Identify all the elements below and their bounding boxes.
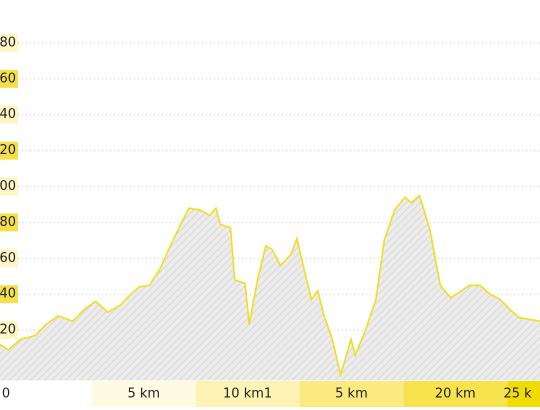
x-strip — [0, 381, 92, 407]
y-tick-box — [0, 285, 18, 304]
y-tick-box — [0, 69, 18, 88]
x-strip — [299, 381, 404, 407]
y-tick-box — [0, 177, 18, 196]
y-tick-label: 100 — [0, 179, 16, 194]
x-tick-label: 25 k — [504, 387, 533, 402]
x-strip — [403, 381, 508, 407]
y-tick-box — [0, 249, 18, 268]
x-tick-label: 5 km — [335, 387, 368, 402]
y-tick-box — [0, 105, 18, 124]
y-tick-box — [0, 321, 18, 340]
y-tick-label: 180 — [0, 35, 16, 50]
area-fill — [0, 195, 540, 381]
elevation-line — [0, 194, 540, 379]
x-tick-label: 0 — [2, 387, 10, 402]
x-tick-label: 20 km — [435, 387, 476, 402]
y-tick-label: 80 — [0, 215, 16, 230]
x-strip — [195, 381, 300, 407]
x-strip — [91, 381, 196, 407]
y-tick-label: 140 — [0, 107, 16, 122]
x-strip — [507, 381, 540, 407]
y-tick-label: 120 — [0, 143, 16, 158]
y-tick-label: 60 — [0, 251, 16, 266]
x-tick-label: 5 km — [127, 387, 160, 402]
y-tick-box — [0, 141, 18, 160]
x-tick-label: 10 km1 — [223, 387, 272, 402]
y-tick-label: 20 — [0, 323, 16, 338]
y-tick-label: 160 — [0, 71, 16, 86]
y-tick-box — [0, 33, 18, 52]
y-tick-label: 40 — [0, 287, 16, 302]
y-tick-box — [0, 213, 18, 232]
